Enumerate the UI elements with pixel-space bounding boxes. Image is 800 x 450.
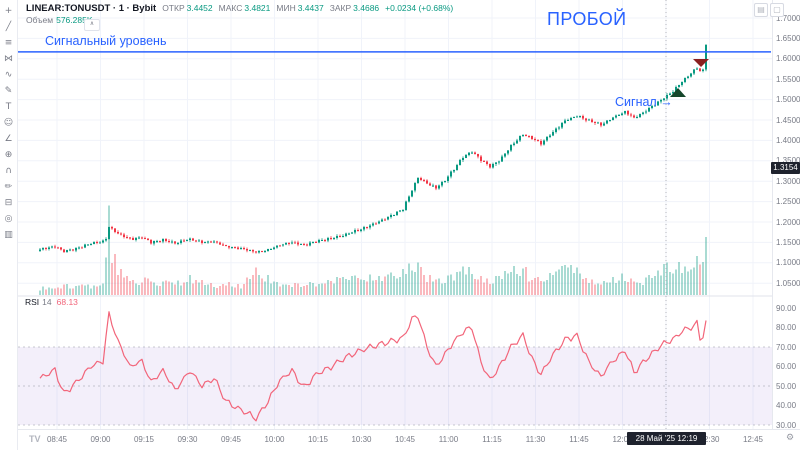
price-tick-label: 1.3500	[776, 156, 800, 166]
elliott-wave-icon[interactable]: ∿	[4, 70, 13, 80]
rsi-tick-label: 50.00	[776, 381, 797, 391]
measure-icon[interactable]: ∠	[4, 134, 13, 144]
candlestick-series[interactable]	[39, 44, 707, 254]
crosshair-time-label: 28 Май '25 12:19	[627, 432, 706, 445]
price-tick-label: 1.1500	[776, 237, 800, 247]
rsi-tick-label: 90.00	[776, 303, 797, 313]
stay-in-drawing-mode-icon[interactable]: ✏	[4, 182, 13, 192]
fib-retracement-icon[interactable]: ≡	[4, 38, 13, 48]
price-axis[interactable]: 1.7000 1.6500 1.6000 1.5500 1.5000 1.4500 1.40…	[772, 0, 800, 430]
price-tick-label: 1.4000	[776, 135, 800, 145]
price-tick-label: 1.2000	[776, 217, 800, 227]
volume-value: 576.285K	[56, 15, 93, 25]
time-tick-label: 10:45	[394, 435, 416, 444]
volume-legend: Объем 576.285K	[26, 15, 93, 25]
price-tick-label: 1.6500	[776, 33, 800, 43]
time-tick-label: 12:00	[612, 435, 633, 444]
time-axis-settings-icon[interactable]: ⚙	[786, 433, 795, 443]
time-axis[interactable]: 08:45 09:00 09:15 09:30 09:45 10:00 10:15 10:30…	[0, 429, 800, 450]
time-tick-label: 09:45	[220, 435, 242, 444]
ohlc-low: МИН 3.4437	[276, 3, 324, 13]
time-tick-label: 10:00	[264, 435, 285, 444]
time-tick-label: 09:15	[133, 435, 155, 444]
volume-series[interactable]	[39, 205, 707, 295]
symbol-legend: LINEAR:TONUSDT · 1 · Bybit ОТКР 3.4452 МА…	[26, 3, 453, 14]
signal-level-label[interactable]: Сигнальный уровень	[45, 34, 167, 48]
breakout-label[interactable]: ПРОБОЙ	[547, 9, 627, 29]
tradingview-logo[interactable]: TV	[29, 434, 41, 444]
legend-collapse-button[interactable]: ∧	[84, 19, 100, 31]
chart-canvas[interactable]	[18, 0, 772, 429]
price-tick-label: 1.5500	[776, 74, 800, 84]
price-tick-label: 1.2500	[776, 197, 800, 207]
crosshair-icon[interactable]: +	[4, 6, 13, 16]
signal-buy-marker[interactable]	[670, 88, 686, 97]
pane-controls: ▤ ▢	[754, 3, 784, 17]
emoji-icon[interactable]: ☺	[3, 118, 14, 128]
brush-icon[interactable]: ✎	[4, 86, 13, 96]
price-tick-label: 1.3000	[776, 176, 800, 186]
price-change: +0.0234 (+0.68%)	[385, 3, 454, 13]
drawing-toolbar: + ╱ ≡ ⋈ ∿ ✎ T ☺ ∠ ⊕ ∩ ✏ ⊟ ◎ ▥	[0, 0, 18, 450]
text-icon[interactable]: T	[5, 102, 12, 112]
time-tick-label: 12:30	[699, 435, 720, 444]
price-tick-label: 1.7000	[776, 13, 800, 23]
price-tick-label: 1.4500	[776, 115, 800, 125]
time-tick-label: 11:15	[482, 435, 502, 444]
time-tick-label: 10:15	[307, 435, 329, 444]
time-tick-label: 11:45	[569, 435, 589, 444]
ohlc-open: ОТКР 3.4452	[162, 3, 213, 13]
hide-drawings-icon[interactable]: ◎	[4, 214, 13, 224]
symbol-title[interactable]: LINEAR:TONUSDT · 1 · Bybit	[26, 3, 157, 14]
rsi-tick-label: 70.00	[776, 342, 797, 352]
rsi-tick-label: 40.00	[776, 401, 797, 410]
price-tick-label: 1.0500	[776, 278, 800, 288]
rsi-name: RSI	[25, 297, 40, 307]
breakout-retest-marker[interactable]	[693, 59, 709, 67]
time-tick-label: 11:00	[438, 435, 459, 444]
delete-drawings-icon[interactable]: ▥	[4, 230, 13, 240]
xabcd-pattern-icon[interactable]: ⋈	[4, 54, 13, 64]
ohlc-high: МАКС 3.4821	[218, 3, 271, 13]
pane-maximize-button[interactable]: ▢	[770, 3, 784, 17]
signal-label[interactable]: Сигнал →	[615, 95, 673, 109]
zoom-in-icon[interactable]: ⊕	[4, 150, 13, 160]
rsi-value: 68.13	[56, 297, 78, 307]
rsi-tick-label: 30.00	[776, 420, 797, 430]
time-tick-label: 08:45	[46, 435, 68, 444]
rsi-period: 14	[42, 297, 52, 307]
price-tick-label: 1.6000	[776, 54, 800, 64]
time-tick-label: 11:30	[525, 435, 546, 444]
magnet-icon[interactable]: ∩	[5, 166, 12, 176]
grid-lines	[18, 0, 772, 429]
rsi-band	[18, 346, 772, 426]
price-tick-label: 1.1000	[776, 258, 800, 268]
price-tick-label: 1.5000	[776, 95, 800, 105]
time-tick-label: 10:30	[351, 435, 372, 444]
lock-drawings-icon[interactable]: ⊟	[4, 198, 13, 208]
ohlc-close: ЗАКР 3.4686	[329, 3, 380, 13]
pane-collapse-button[interactable]: ▤	[754, 3, 768, 17]
time-tick-label: 09:30	[177, 435, 198, 444]
rsi-tick-label: 80.00	[776, 323, 797, 332]
rsi-legend[interactable]: RSI 14 68.13	[25, 297, 78, 307]
last-price-label: 1.3154	[771, 162, 800, 174]
rsi-tick-label: 60.00	[776, 362, 797, 371]
rsi-line[interactable]	[39, 311, 707, 422]
trendline-icon[interactable]: ╱	[5, 22, 12, 32]
signal-markers[interactable]	[670, 59, 709, 97]
time-tick-label: 12:45	[742, 435, 764, 444]
time-tick-label: 09:00	[90, 435, 111, 444]
